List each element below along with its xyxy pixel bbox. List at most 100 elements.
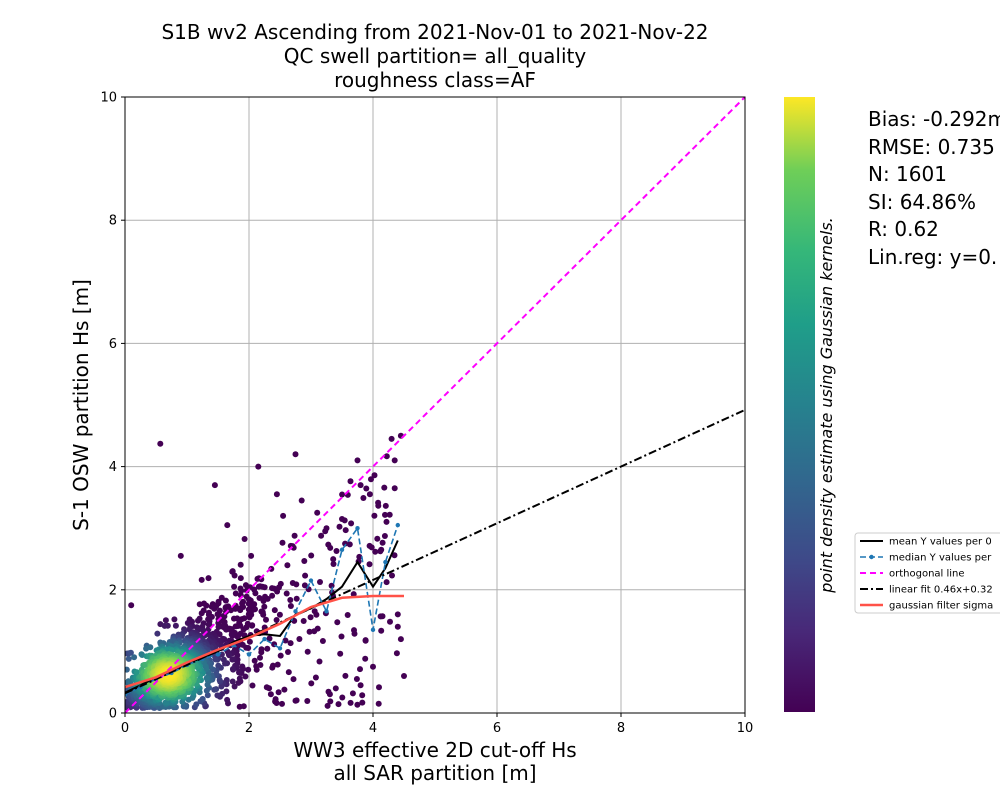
scatter-point bbox=[216, 631, 223, 638]
scatter-point bbox=[211, 605, 218, 612]
scatter-point bbox=[306, 628, 313, 635]
scatter-point bbox=[347, 478, 354, 485]
scatter-point bbox=[317, 579, 323, 585]
scatter-point bbox=[376, 684, 382, 691]
scatter-point bbox=[232, 590, 239, 597]
median-marker bbox=[215, 652, 221, 657]
scatter-point bbox=[231, 572, 238, 579]
scatter-point bbox=[336, 523, 343, 530]
median-marker bbox=[383, 559, 388, 565]
scatter-point bbox=[224, 522, 231, 529]
scatter-point bbox=[240, 703, 247, 710]
scatter-point bbox=[242, 582, 249, 589]
scatter-point bbox=[293, 595, 300, 602]
scatter-point bbox=[333, 548, 340, 554]
scatter-point bbox=[196, 601, 203, 608]
legend-label: mean Y values per 0 bbox=[889, 537, 992, 548]
scatter-point bbox=[290, 676, 297, 683]
scatter-point bbox=[185, 696, 192, 703]
scatter-point bbox=[375, 700, 382, 707]
scatter-point bbox=[360, 495, 367, 501]
scatter-point bbox=[338, 633, 345, 640]
scatter-point bbox=[353, 676, 360, 682]
median-marker bbox=[262, 636, 267, 642]
scatter-point bbox=[198, 610, 205, 617]
scatter-point bbox=[308, 680, 315, 687]
scatter-point bbox=[263, 684, 270, 691]
scatter-point bbox=[139, 652, 146, 658]
x-axis-label-1: WW3 effective 2D cut-off Hs bbox=[293, 738, 576, 762]
scatter-point bbox=[401, 673, 407, 679]
scatter-point bbox=[157, 440, 164, 447]
scatter-point bbox=[339, 694, 346, 701]
scatter-point bbox=[241, 536, 248, 542]
y-tick-label: 10 bbox=[100, 91, 117, 106]
scatter-point bbox=[342, 527, 349, 534]
scatter-point bbox=[368, 476, 374, 483]
scatter-point bbox=[163, 699, 170, 706]
scatter-point bbox=[388, 435, 395, 442]
scatter-point bbox=[226, 652, 233, 659]
scatter-point bbox=[334, 619, 341, 626]
scatter-point bbox=[184, 620, 191, 626]
scatter-point bbox=[125, 655, 132, 662]
scatter-point bbox=[379, 539, 386, 546]
scatter-point bbox=[264, 645, 271, 652]
median-marker bbox=[370, 627, 376, 633]
scatter-point bbox=[357, 666, 363, 673]
scatter-point bbox=[339, 491, 346, 498]
scatter-point bbox=[205, 621, 212, 628]
scatter-point bbox=[242, 673, 249, 680]
scatter-point bbox=[229, 678, 236, 685]
scatter-point bbox=[337, 650, 344, 657]
scatter-point bbox=[302, 572, 309, 579]
scatter-point bbox=[177, 552, 184, 559]
scatter-point bbox=[258, 649, 265, 656]
scatter-point bbox=[335, 701, 342, 708]
scatter-point bbox=[316, 658, 323, 665]
scatter-point bbox=[203, 675, 210, 682]
colorbar bbox=[784, 97, 815, 712]
legend-label: orthogonal line bbox=[889, 569, 965, 580]
scatter-point bbox=[218, 683, 225, 690]
scatter-point bbox=[391, 457, 398, 464]
scatter-point bbox=[280, 512, 287, 519]
scatter-point bbox=[223, 626, 230, 633]
scatter-point bbox=[377, 613, 384, 620]
plot-frame bbox=[124, 96, 746, 714]
scatter-point bbox=[131, 654, 138, 661]
scatter-point bbox=[382, 511, 388, 518]
scatter-point bbox=[383, 579, 390, 586]
scatter-point bbox=[341, 517, 348, 524]
scatter-point bbox=[308, 552, 315, 559]
scatter-point bbox=[285, 649, 291, 655]
scatter-point bbox=[346, 541, 353, 548]
scatter-point bbox=[348, 520, 355, 527]
scatter-point bbox=[381, 533, 388, 539]
scatter-point bbox=[372, 548, 379, 555]
scatter-point bbox=[371, 512, 378, 519]
title-line-3: roughness class=AF bbox=[334, 68, 536, 92]
scatter-point bbox=[215, 624, 222, 630]
scatter-point bbox=[201, 662, 208, 669]
legend-box bbox=[854, 532, 1000, 614]
scatter-point bbox=[318, 532, 325, 539]
legend-label: linear fit 0.46x+0.32 bbox=[889, 585, 993, 596]
x-tick-label: 8 bbox=[617, 721, 625, 736]
scatter-point bbox=[267, 691, 274, 698]
scatter-point bbox=[256, 595, 263, 601]
scatter-point bbox=[293, 697, 300, 704]
scatter-point bbox=[212, 656, 219, 663]
scatter-point bbox=[374, 535, 381, 542]
scatter-point bbox=[307, 614, 314, 621]
scatter-point bbox=[356, 553, 363, 560]
scatter-point bbox=[298, 497, 305, 504]
scatter-point bbox=[272, 696, 279, 703]
scatter-point bbox=[381, 484, 388, 491]
scatter-point bbox=[162, 617, 169, 624]
scatter-point bbox=[193, 701, 200, 708]
scatter-point bbox=[383, 453, 390, 460]
scatter-point bbox=[347, 699, 354, 706]
legend-marker bbox=[869, 554, 874, 560]
scatter-point bbox=[304, 648, 311, 655]
